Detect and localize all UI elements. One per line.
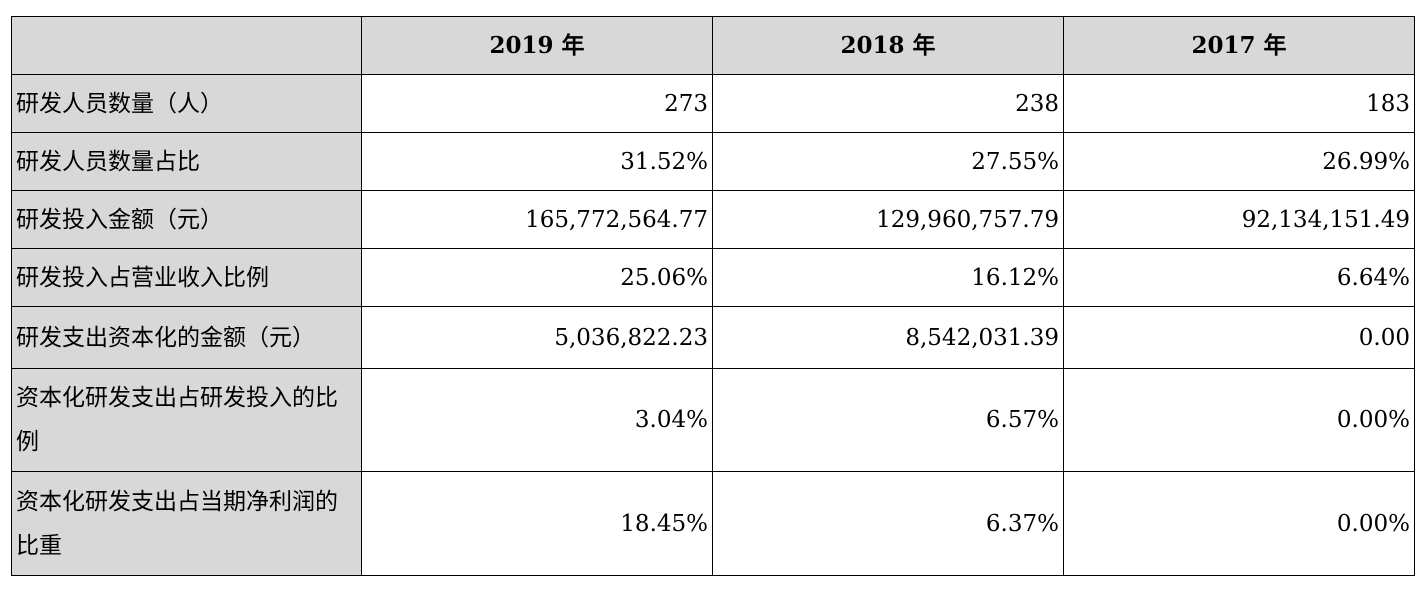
cell-2019: 5,036,822.23 [361,306,713,369]
cell-2019: 25.06% [361,248,713,307]
cell-2017: 183 [1063,74,1415,133]
row-label: 研发投入占营业收入比例 [11,248,362,307]
cell-2017: 26.99% [1063,132,1415,191]
cell-2018: 27.55% [712,132,1064,191]
header-year-2017: 2017 年 [1063,16,1415,75]
row-label: 资本化研发支出占当期净利润的比重 [11,471,362,576]
row-label: 研发投入金额（元） [11,190,362,249]
header-year-2019: 2019 年 [361,16,713,75]
cell-2017: 92,134,151.49 [1063,190,1415,249]
cell-2019: 18.45% [361,471,713,576]
cell-2018: 8,542,031.39 [712,306,1064,369]
cell-2017: 0.00 [1063,306,1415,369]
cell-2018: 129,960,757.79 [712,190,1064,249]
cell-2019: 3.04% [361,368,713,472]
header-year-2018: 2018 年 [712,16,1064,75]
cell-2017: 6.64% [1063,248,1415,307]
cell-2018: 238 [712,74,1064,133]
table-row: 资本化研发支出占研发投入的比例 3.04% 6.57% 0.00% [11,368,1415,472]
row-label: 研发人员数量（人） [11,74,362,133]
cell-2018: 16.12% [712,248,1064,307]
table-row: 研发投入金额（元） 165,772,564.77 129,960,757.79 … [11,190,1415,249]
table-row: 研发投入占营业收入比例 25.06% 16.12% 6.64% [11,248,1415,307]
table-header-row: 2019 年 2018 年 2017 年 [11,16,1415,75]
cell-2018: 6.57% [712,368,1064,472]
table-row: 资本化研发支出占当期净利润的比重 18.45% 6.37% 0.00% [11,471,1415,576]
row-label: 研发支出资本化的金额（元） [11,306,362,369]
rd-investment-table: 2019 年 2018 年 2017 年 研发人员数量（人） 273 238 1… [11,16,1415,576]
cell-2017: 0.00% [1063,368,1415,472]
header-corner-cell [11,16,362,75]
table-row: 研发支出资本化的金额（元） 5,036,822.23 8,542,031.39 … [11,306,1415,369]
cell-2017: 0.00% [1063,471,1415,576]
row-label: 资本化研发支出占研发投入的比例 [11,368,362,472]
cell-2019: 31.52% [361,132,713,191]
rd-investment-table-container: 2019 年 2018 年 2017 年 研发人员数量（人） 273 238 1… [11,16,1415,576]
cell-2019: 273 [361,74,713,133]
cell-2019: 165,772,564.77 [361,190,713,249]
table-row: 研发人员数量占比 31.52% 27.55% 26.99% [11,132,1415,191]
table-row: 研发人员数量（人） 273 238 183 [11,74,1415,133]
row-label: 研发人员数量占比 [11,132,362,191]
cell-2018: 6.37% [712,471,1064,576]
